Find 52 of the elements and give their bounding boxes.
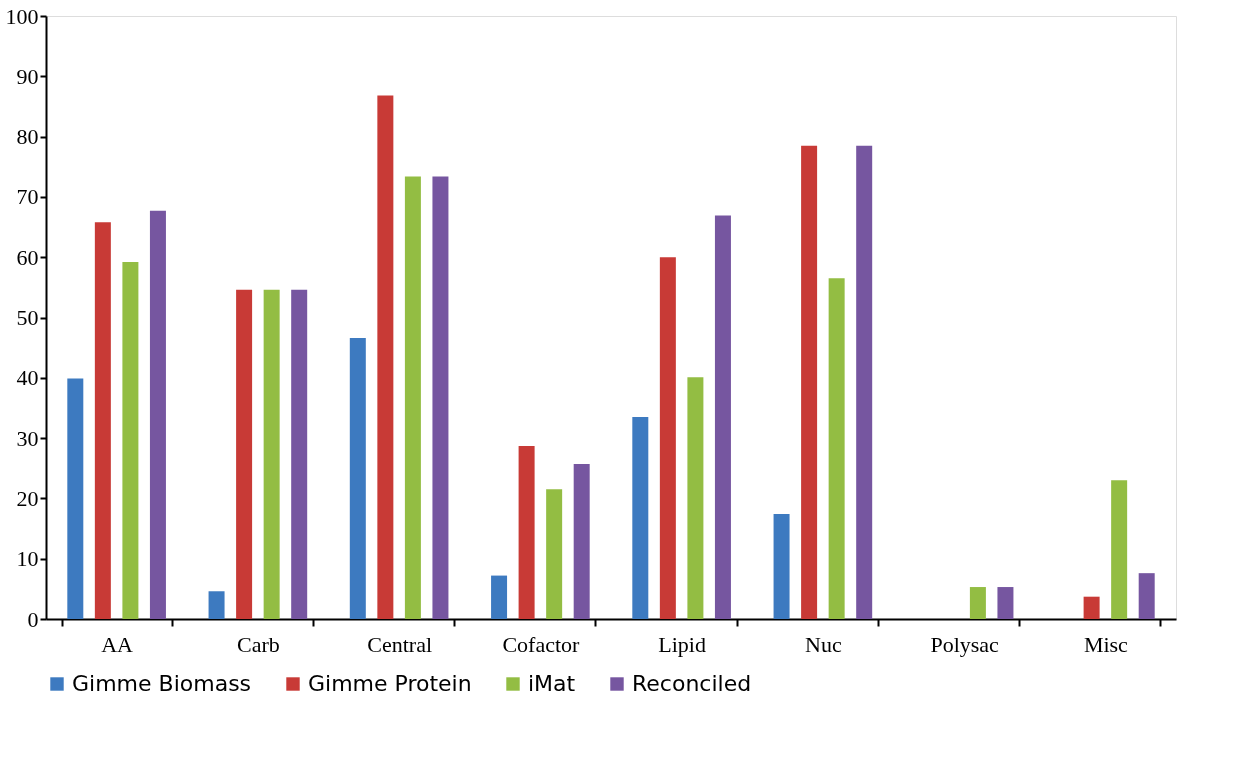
bar [1083,596,1100,619]
y-tick-label: 10 [16,546,39,572]
y-tick-label: 80 [16,124,39,150]
y-tick-label: 70 [16,184,39,210]
bar [632,417,649,619]
x-tick-label: Lipid [658,631,706,657]
legend-label: iMat [528,671,576,696]
y-tick-label: 40 [16,365,39,391]
x-tick-label: Misc [1083,631,1129,657]
x-tick-label: Central [367,631,433,657]
bar [208,591,225,619]
bar [349,338,366,619]
bar [263,289,280,619]
legend-label: Gimme Protein [308,671,472,696]
x-tick-label: Nuc [805,631,842,657]
y-tick-label: 60 [16,244,39,270]
bar [801,145,818,619]
bar [714,215,731,619]
bar [236,289,253,619]
bar [122,262,139,619]
x-tick-label: Carb [236,631,280,657]
bar [546,489,563,619]
bar [149,210,166,619]
bar [1111,480,1128,619]
y-tick-label: 20 [16,485,39,511]
x-tick-label: Cofactor [502,631,581,657]
bar [491,575,508,619]
bar [291,289,308,619]
legend-label: Gimme Biomass [72,671,252,696]
bar [773,514,790,619]
y-tick-label: 30 [16,425,39,451]
y-tick-label: 100 [5,3,39,29]
bar [659,257,676,619]
bar [1138,573,1155,619]
y-tick-label: 0 [27,606,39,632]
bar [969,587,986,619]
y-tick-label: 50 [16,305,39,330]
bar [432,176,449,619]
bar [67,378,84,619]
bar [828,278,845,619]
bar [518,445,535,619]
bar [687,377,704,619]
x-tick-label: AA [101,631,134,657]
bar [856,145,873,619]
bar [997,587,1014,619]
bar [377,95,394,619]
y-tick-label: 90 [16,63,39,89]
bar [94,222,111,619]
legend-label: Reconciled [632,671,752,696]
x-tick-label: Polysac [930,631,1000,657]
bar [404,176,421,619]
bar [573,464,590,619]
